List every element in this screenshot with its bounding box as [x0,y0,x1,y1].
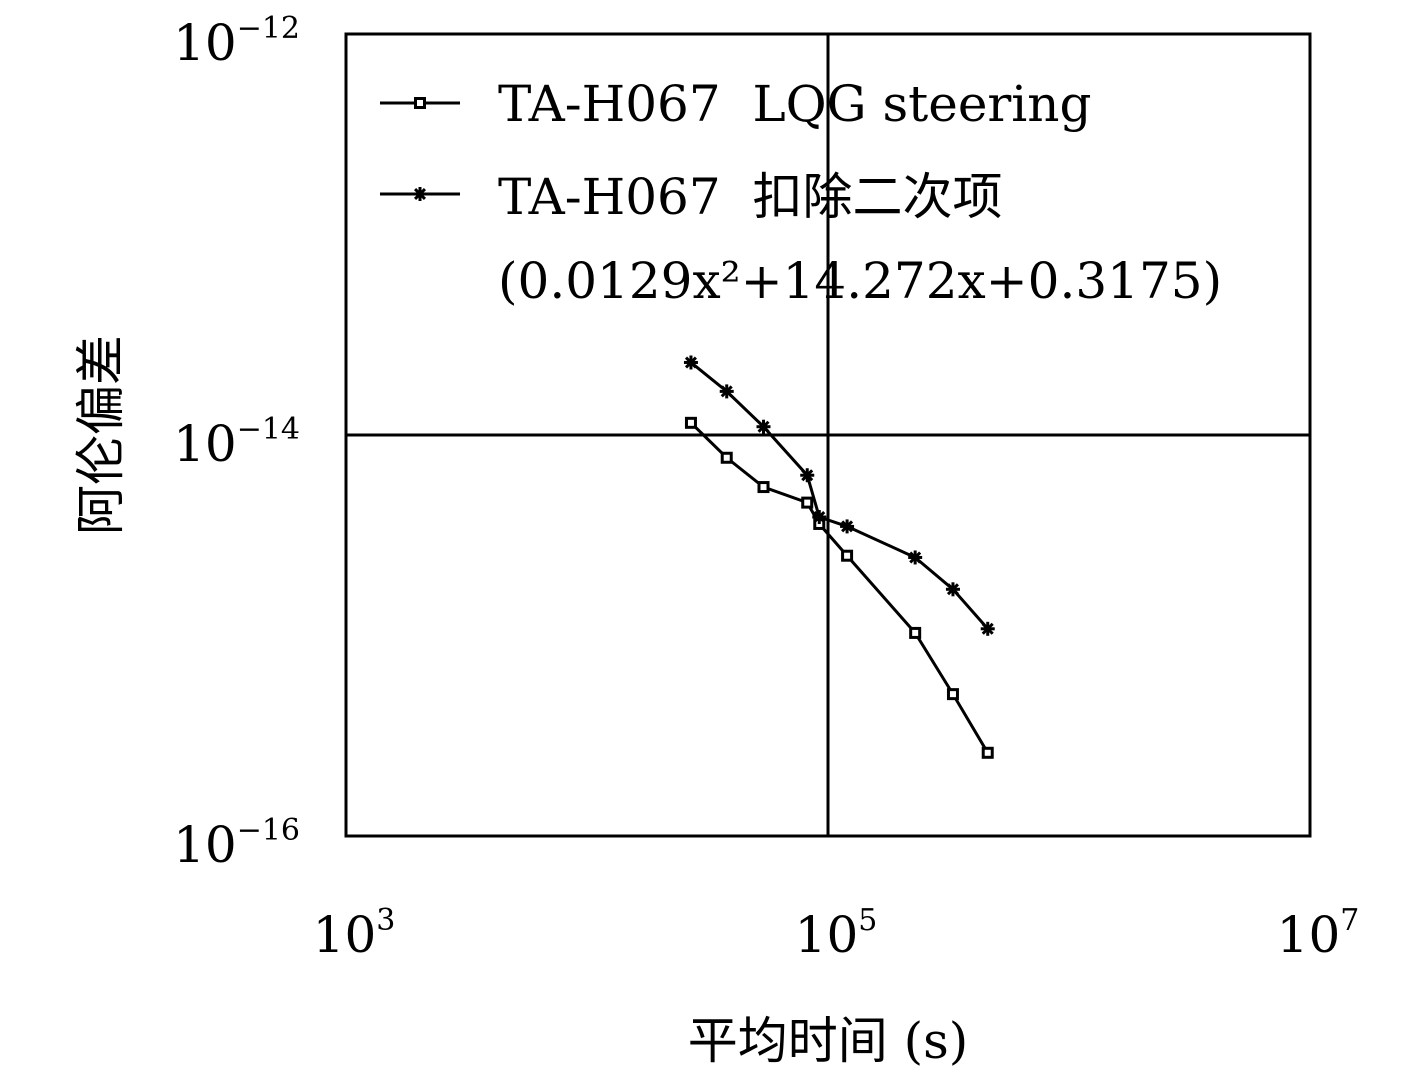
data-point-asterisk [800,468,815,483]
x-tick-label: 107 [1277,903,1360,964]
x-tick-label: 105 [795,903,878,964]
series-layer [683,355,995,759]
data-point-square [946,688,959,701]
legend-marker-square-icon [414,97,426,109]
legend-marker-asterisk-icon [413,187,427,201]
data-point-square [414,97,426,109]
data-point-asterisk [980,621,995,636]
y-axis-label: 阿伦偏差 [72,335,130,535]
legend-label-quadratic-removed: TA-H067 扣除二次项 [498,168,1002,226]
data-point-asterisk [908,550,923,565]
data-point-asterisk [413,187,427,201]
data-point-asterisk [945,582,960,597]
x-tick-label: 103 [313,903,396,964]
data-point-square [801,496,814,509]
series-line [690,361,989,630]
data-point-square [757,481,770,494]
data-point-square [909,626,922,639]
y-tick-label: 10−12 [173,11,300,72]
data-point-square [720,451,733,464]
y-tick-label: 10−16 [173,813,300,874]
data-point-asterisk [683,355,698,370]
grid [346,34,1310,836]
legend-entry-lqg: TA-H067 LQG steering [380,75,1092,133]
legend-entry-quadratic-removed: TA-H067 扣除二次项 (0.0129x²+14.272x+0.3175) [380,168,1222,310]
data-point-asterisk [812,509,827,524]
legend: TA-H067 LQG steering TA-H067 扣除二次项 (0.01… [380,75,1222,310]
legend-label-lqg: TA-H067 LQG steering [498,75,1092,133]
x-axis-label: 平均时间 (s) [688,1012,969,1070]
x-axis-ticks: 103 105 107 [313,903,1360,964]
y-axis-ticks: 10−12 10−14 10−16 [173,11,300,874]
data-point-square [981,746,994,759]
data-point-asterisk [719,384,734,399]
data-point-square [841,549,854,562]
data-point-asterisk [840,519,855,534]
y-tick-label: 10−14 [173,412,300,473]
legend-formula: (0.0129x²+14.272x+0.3175) [498,252,1222,310]
series-asterisk [683,355,995,636]
data-point-asterisk [756,419,771,434]
data-point-square [684,416,697,429]
series-line [689,421,990,754]
